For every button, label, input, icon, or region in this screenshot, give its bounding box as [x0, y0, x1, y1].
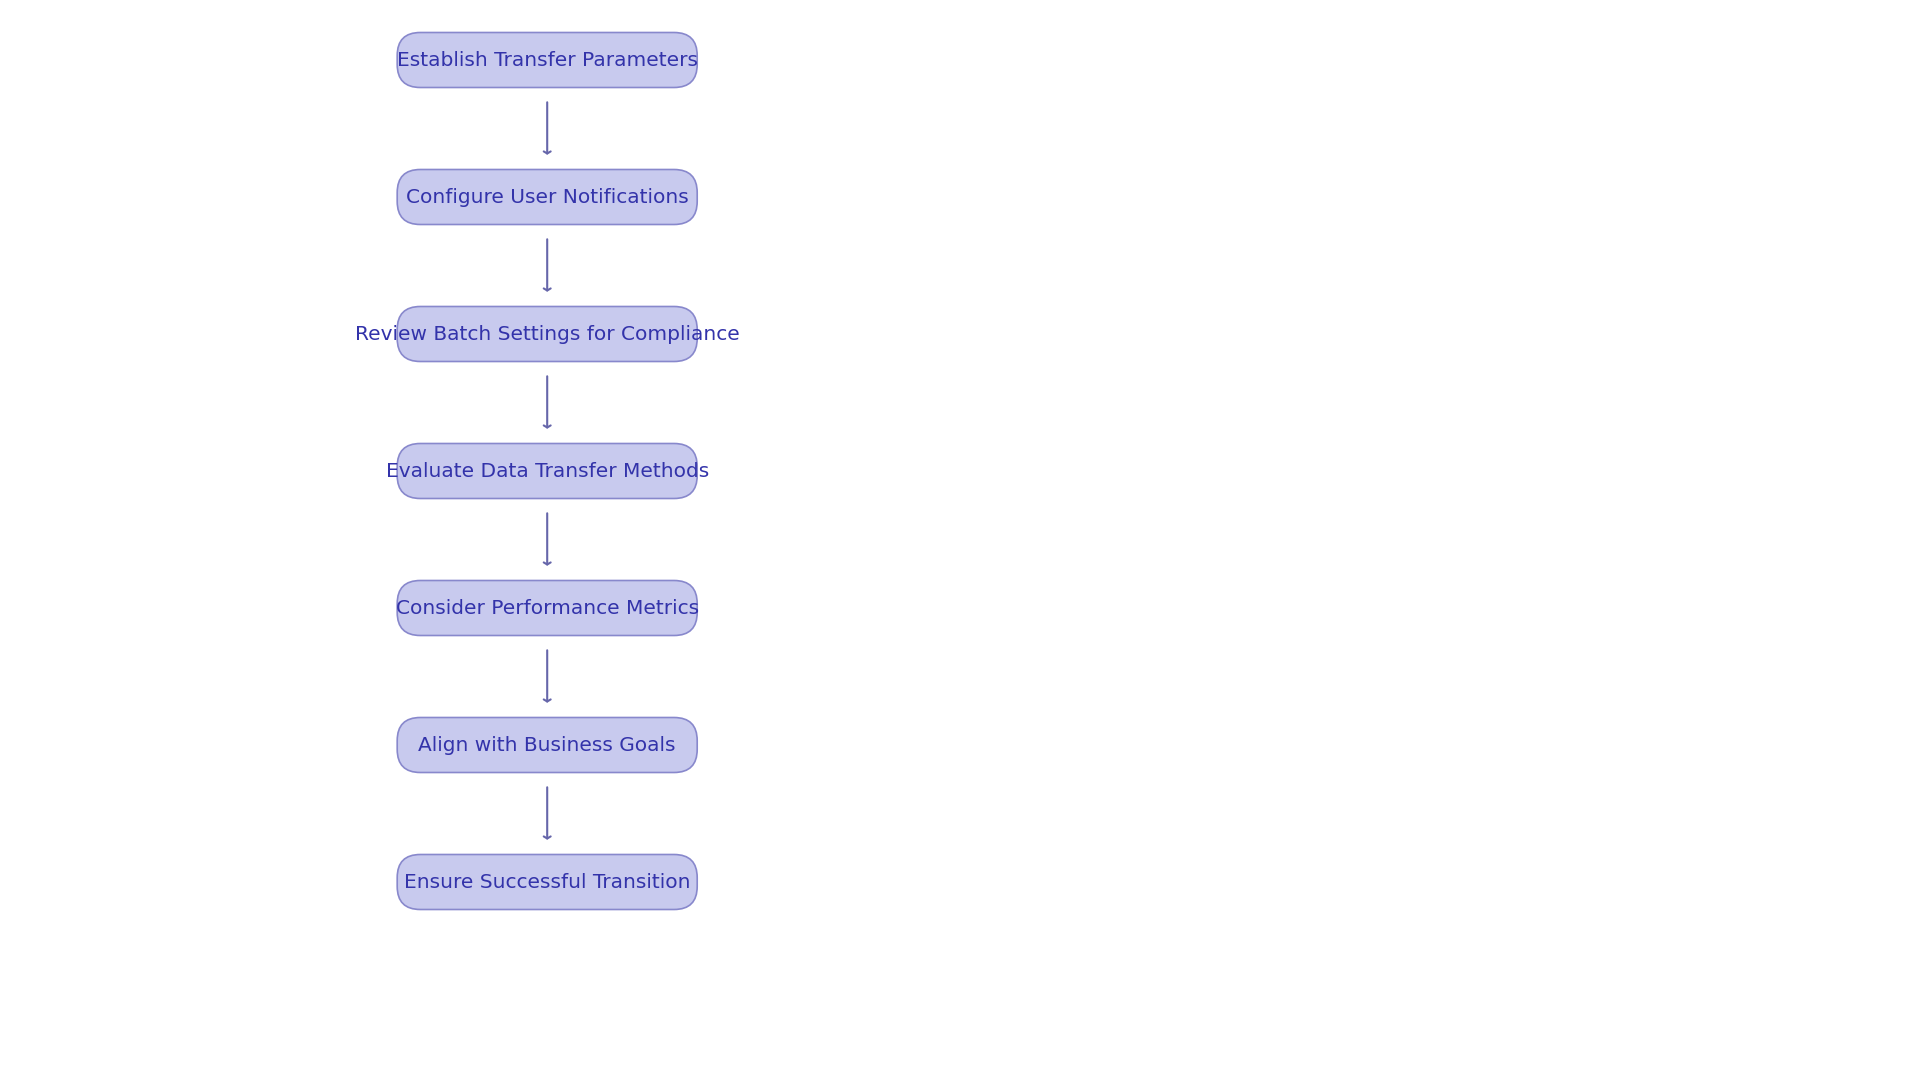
FancyBboxPatch shape: [397, 170, 697, 225]
Text: Align with Business Goals: Align with Business Goals: [419, 735, 676, 755]
FancyBboxPatch shape: [397, 32, 697, 87]
Text: Ensure Successful Transition: Ensure Successful Transition: [403, 873, 691, 891]
FancyBboxPatch shape: [397, 307, 697, 362]
FancyBboxPatch shape: [397, 717, 697, 772]
FancyBboxPatch shape: [397, 581, 697, 635]
Text: Evaluate Data Transfer Methods: Evaluate Data Transfer Methods: [386, 461, 708, 481]
Text: Configure User Notifications: Configure User Notifications: [405, 188, 689, 206]
Text: Consider Performance Metrics: Consider Performance Metrics: [396, 598, 699, 618]
Text: Review Batch Settings for Compliance: Review Batch Settings for Compliance: [355, 324, 739, 343]
Text: Establish Transfer Parameters: Establish Transfer Parameters: [397, 51, 697, 69]
FancyBboxPatch shape: [397, 854, 697, 909]
FancyBboxPatch shape: [397, 444, 697, 499]
